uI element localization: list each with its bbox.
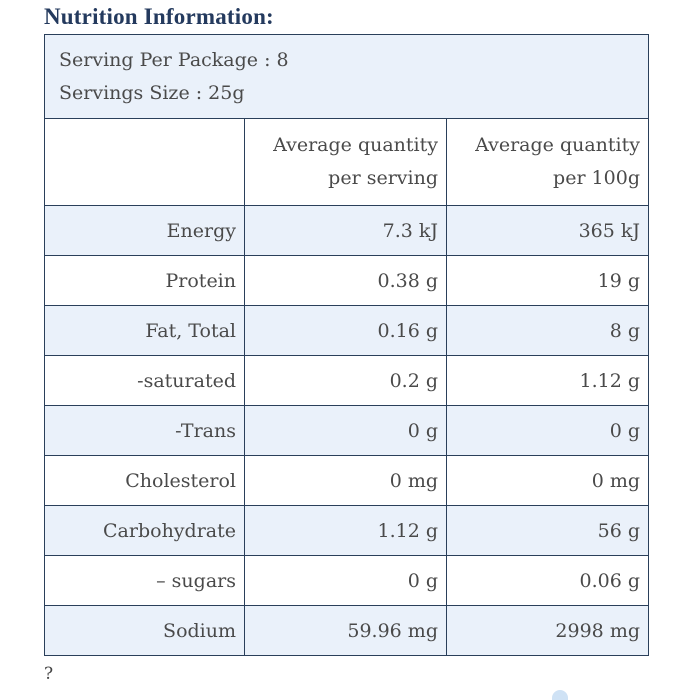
table-row-trans: -Trans 0 g 0 g	[44, 405, 649, 456]
serving-info-row: Serving Per Package : 8 Servings Size : …	[44, 34, 649, 119]
per-serving-value: 1.12 g	[244, 505, 447, 556]
per-100g-value: 365 kJ	[446, 205, 649, 256]
row-label: Fat, Total	[44, 305, 245, 356]
header-empty-cell	[44, 118, 245, 206]
row-label: Carbohydrate	[44, 505, 245, 556]
per-100g-value: 8 g	[446, 305, 649, 356]
per-100g-value: 2998 mg	[446, 605, 649, 656]
header-per-100g: Average quantity per 100g	[446, 118, 649, 206]
per-serving-value: 7.3 kJ	[244, 205, 447, 256]
per-serving-value: 0.16 g	[244, 305, 447, 356]
servings-per-package: Serving Per Package : 8	[59, 48, 289, 71]
row-label: Protein	[44, 255, 245, 306]
per-serving-value: 0 g	[244, 405, 447, 456]
row-label: Cholesterol	[44, 455, 245, 506]
serving-size: Servings Size : 25g	[59, 81, 245, 104]
table-row-sodium: Sodium 59.96 mg 2998 mg	[44, 605, 649, 656]
per-100g-value: 56 g	[446, 505, 649, 556]
row-label: Sodium	[44, 605, 245, 656]
table-row-cholesterol: Cholesterol 0 mg 0 mg	[44, 455, 649, 506]
per-serving-value: 0 mg	[244, 455, 447, 506]
decorative-corner-shape	[552, 690, 568, 700]
header-per-100g-line-2: per 100g	[553, 167, 640, 189]
table-row-saturated: -saturated 0.2 g 1.12 g	[44, 355, 649, 406]
per-100g-value: 1.12 g	[446, 355, 649, 406]
row-label: Energy	[44, 205, 245, 256]
table-row-sugars: – sugars 0 g 0.06 g	[44, 555, 649, 606]
per-100g-value: 0 g	[446, 405, 649, 456]
per-100g-value: 0 mg	[446, 455, 649, 506]
per-serving-value: 0.2 g	[244, 355, 447, 406]
header-per-serving-line-2: per serving	[328, 167, 438, 189]
page-title: Nutrition Information:	[44, 4, 274, 29]
table-row-protein: Protein 0.38 g 19 g	[44, 255, 649, 306]
per-serving-value: 0 g	[244, 555, 447, 606]
header-per-serving-line-1: Average quantity	[273, 134, 438, 156]
per-serving-value: 0.38 g	[244, 255, 447, 306]
header-per-serving: Average quantity per serving	[244, 118, 447, 206]
table-row-fat-total: Fat, Total 0.16 g 8 g	[44, 305, 649, 356]
row-label: – sugars	[44, 555, 245, 606]
row-label: -Trans	[44, 405, 245, 456]
per-100g-value: 0.06 g	[446, 555, 649, 606]
row-label: -saturated	[44, 355, 245, 406]
table-row-carbohydrate: Carbohydrate 1.12 g 56 g	[44, 505, 649, 556]
nutrition-table: Serving Per Package : 8 Servings Size : …	[44, 34, 649, 656]
header-row: Average quantity per serving Average qua…	[44, 118, 649, 206]
table-row-energy: Energy 7.3 kJ 365 kJ	[44, 205, 649, 256]
footnote: ?	[44, 664, 54, 684]
per-100g-value: 19 g	[446, 255, 649, 306]
header-per-100g-line-1: Average quantity	[475, 134, 640, 156]
serving-info-cell: Serving Per Package : 8 Servings Size : …	[44, 34, 649, 119]
per-serving-value: 59.96 mg	[244, 605, 447, 656]
